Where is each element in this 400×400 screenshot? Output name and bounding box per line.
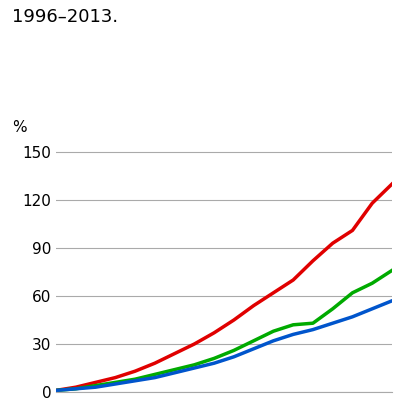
Text: 1996–2013.: 1996–2013. <box>12 8 118 26</box>
Text: %: % <box>12 120 27 135</box>
